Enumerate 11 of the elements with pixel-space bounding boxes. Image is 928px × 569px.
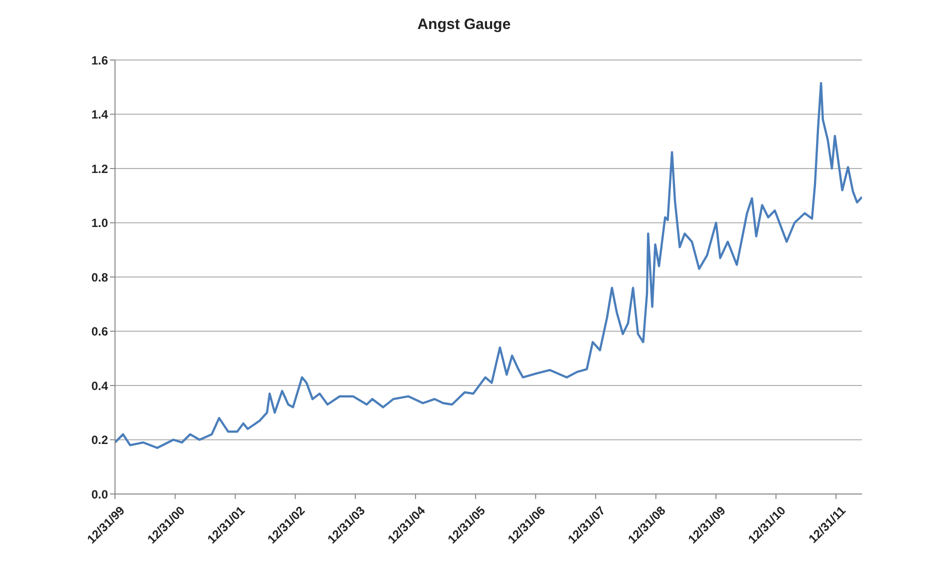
y-tick-label: 0.6 <box>91 324 108 339</box>
chart-title: Angst Gauge <box>416 16 512 33</box>
y-tick-label: 0.0 <box>91 487 108 502</box>
y-tick-label: 0.4 <box>91 378 108 393</box>
line-series <box>115 82 862 449</box>
y-tick-label: 0.2 <box>91 433 108 448</box>
y-tick-label: 1.6 <box>91 53 108 68</box>
y-tick-label: 0.8 <box>91 270 108 284</box>
y-tick-label: 1.0 <box>91 216 108 230</box>
y-tick-label: 1.4 <box>91 108 108 122</box>
y-tick-label: 1.2 <box>91 162 108 176</box>
